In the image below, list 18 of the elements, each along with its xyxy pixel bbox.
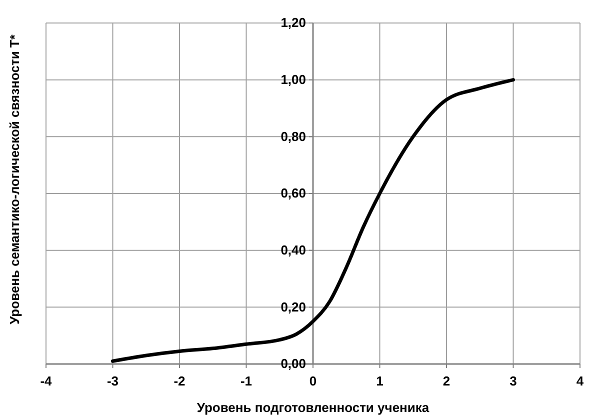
x-tick-label: 1: [376, 373, 384, 388]
y-tick-label: 0,00: [280, 356, 306, 372]
y-tick-label: 0,40: [280, 242, 306, 258]
y-axis-title: Уровень семантико-логической связности Т*: [7, 34, 22, 324]
y-tick-label: 1,20: [280, 15, 306, 30]
x-tick-label: 3: [510, 373, 517, 388]
x-tick-label: -2: [174, 373, 186, 388]
x-tick-label: -1: [240, 373, 252, 388]
x-tick-label: 0: [309, 373, 317, 388]
x-axis-title: Уровень подготовленности ученика: [196, 400, 430, 415]
y-tick-label: 1,00: [280, 72, 306, 87]
x-tick-label: -4: [40, 373, 53, 388]
x-tick-label: 4: [576, 373, 584, 388]
y-tick-label: 0,80: [280, 128, 306, 144]
x-tick-label: 2: [442, 373, 450, 388]
x-tick-label: -3: [106, 373, 119, 388]
y-tick-label: 0,60: [280, 186, 306, 201]
y-tick-label: 0,20: [280, 299, 306, 314]
